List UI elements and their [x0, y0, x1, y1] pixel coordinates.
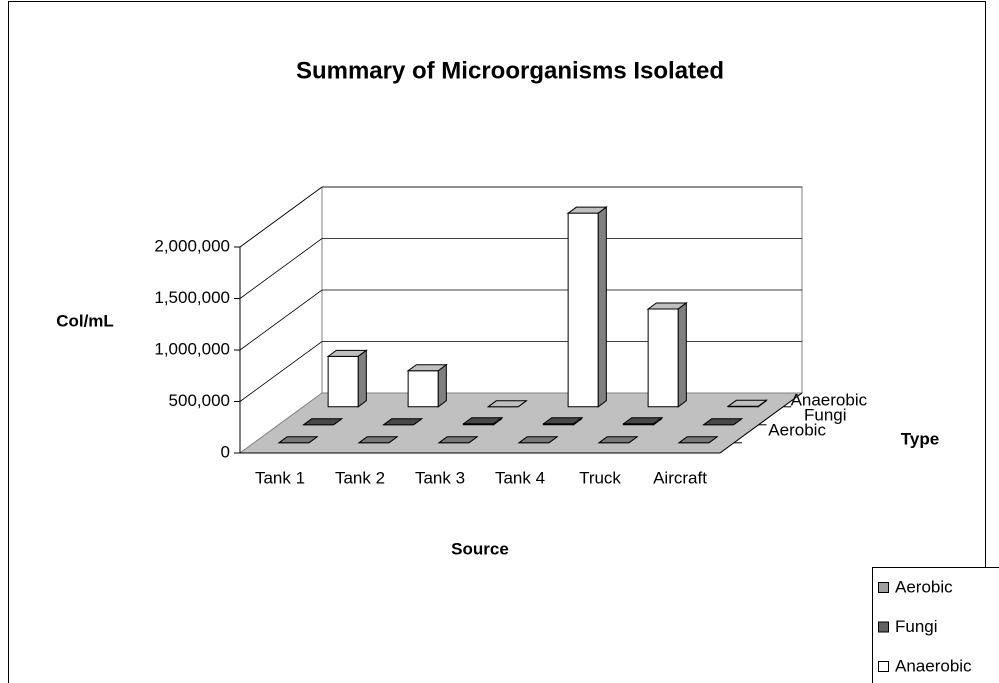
x-axis-title: Source — [451, 539, 509, 558]
bar — [277, 436, 319, 444]
bar-front — [327, 355, 359, 408]
bar — [597, 436, 639, 444]
bar-top — [357, 436, 399, 444]
x-tick-label: Truck — [579, 468, 621, 487]
grid-line — [239, 238, 802, 299]
bar-top — [406, 364, 448, 372]
bar — [566, 206, 608, 408]
bar-front — [567, 212, 599, 408]
z-tick-label: Fungi — [804, 405, 847, 424]
bar-top — [517, 436, 559, 444]
bar-side — [677, 301, 687, 408]
bar-top — [302, 418, 344, 426]
bar — [406, 363, 448, 408]
bar — [677, 436, 719, 444]
chart-border — [8, 1, 986, 683]
bar-top — [702, 418, 744, 426]
legend-swatch — [878, 582, 889, 593]
x-tick-label: Tank 3 — [415, 468, 465, 487]
x-tick-label: Tank 2 — [335, 468, 385, 487]
bar — [462, 416, 504, 426]
x-tick-label: Tank 1 — [255, 468, 305, 487]
bar — [517, 436, 559, 444]
y-tick-label: 2,000,000 — [154, 236, 230, 255]
z-tick-label: Aerobic — [768, 420, 826, 439]
bar-top — [622, 417, 664, 425]
grid-line — [239, 186, 802, 248]
bar-top — [437, 436, 479, 444]
y-tick-label: 500,000 — [169, 391, 230, 410]
bar-top — [726, 399, 768, 407]
z-tick-label: Anaerobic — [791, 390, 868, 409]
legend-box — [872, 567, 999, 683]
grid-line — [239, 289, 802, 351]
x-tick-label: Tank 4 — [495, 468, 545, 487]
bar — [382, 418, 424, 426]
bar-side — [597, 206, 607, 408]
bar-top — [486, 400, 528, 408]
bar — [702, 418, 744, 426]
bar-front — [407, 370, 439, 408]
bar — [542, 416, 584, 426]
grid-line — [239, 341, 802, 402]
legend-swatch — [878, 621, 889, 633]
bar-front — [647, 308, 679, 408]
bar — [326, 349, 368, 408]
bar — [726, 399, 768, 408]
bar — [622, 416, 664, 426]
y-tick-label: 1,500,000 — [154, 288, 230, 307]
bar — [437, 436, 479, 444]
bar — [486, 400, 528, 408]
y-tick-label: 0 — [221, 442, 230, 461]
bar-top — [382, 418, 424, 426]
y-axis-title: Col/mL — [56, 311, 114, 330]
bar-top — [677, 436, 719, 444]
bar-top — [326, 349, 368, 357]
bar-side — [437, 363, 447, 408]
x-tick-label: Aircraft — [653, 468, 707, 487]
bar-top — [277, 436, 319, 444]
bar-side — [357, 349, 367, 408]
bar-top — [646, 302, 688, 310]
bar-top — [542, 417, 584, 425]
legend-label: Fungi — [895, 617, 938, 636]
legend-label: Aerobic — [895, 577, 953, 596]
z-axis-title: Type — [901, 429, 939, 448]
z-axis — [719, 392, 803, 454]
bar-top — [597, 436, 639, 444]
bar-top — [462, 417, 504, 425]
bar-top — [566, 206, 608, 214]
legend-label: Anaerobic — [895, 656, 972, 675]
chart-title: Summary of Microorganisms Isolated — [296, 57, 724, 84]
bar — [302, 418, 344, 426]
y-tick-label: 1,000,000 — [154, 339, 230, 358]
bar — [646, 301, 688, 408]
legend-swatch — [878, 661, 889, 672]
bar — [357, 436, 399, 444]
